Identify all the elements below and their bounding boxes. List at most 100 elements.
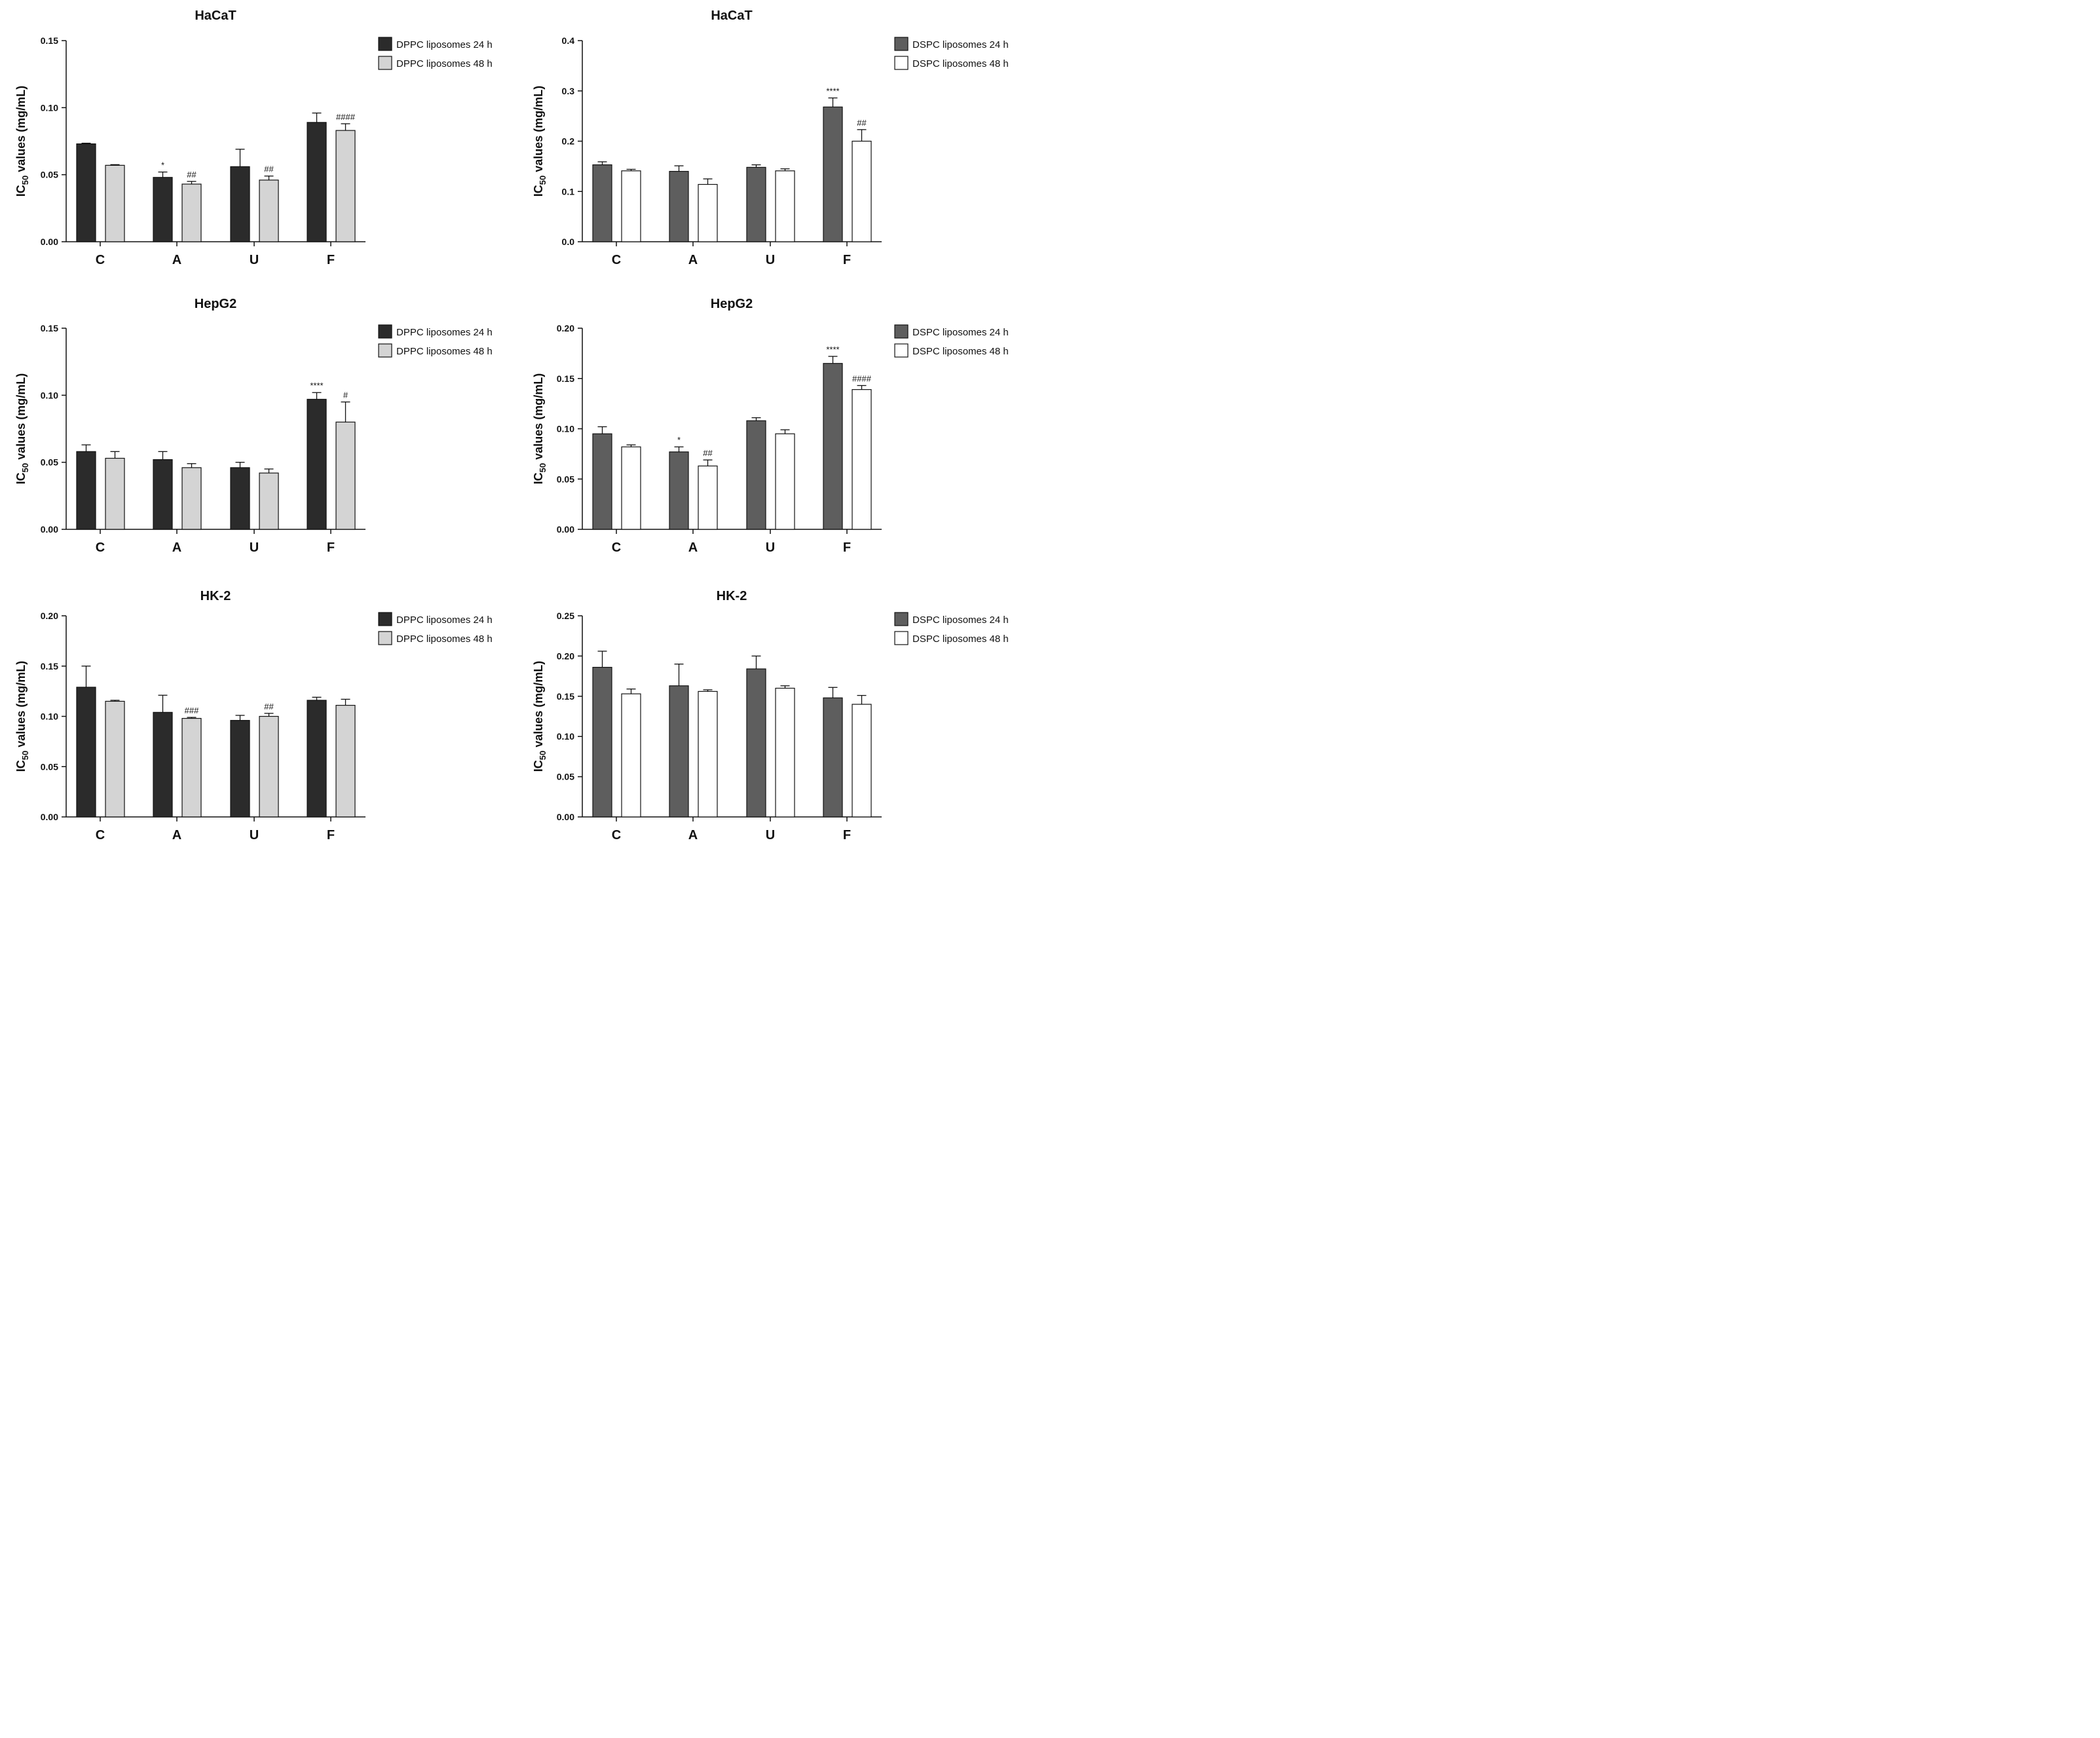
x-category-label: F [843,253,851,267]
bar-group [105,700,125,818]
bar [823,363,843,530]
bar-group [76,142,96,242]
significance-label: ## [264,702,274,711]
legend-swatch [894,324,909,339]
y-tick-label: 0.10 [557,424,574,434]
panel-title: HepG2 [711,297,753,311]
bar-group [592,651,612,818]
bar [181,467,202,530]
y-axis-label-subscript: 50 [538,463,548,472]
y-tick-label: 0.15 [41,323,58,333]
chart-panel-2: HaCaT IC50 values (mg/mL) 0.0 0.1 0.2 0.3 0.4 C… [532,9,1009,267]
bar-group [307,112,327,242]
y-tick-label: 0.20 [557,323,574,333]
significance-label: # [343,390,348,400]
panel-title: HepG2 [195,297,236,311]
bar [335,130,356,242]
bar-group [669,165,689,242]
y-axis-label-rest: values (mg/mL) [532,373,545,463]
y-tick-label: 0.20 [557,651,574,661]
bar [592,666,612,818]
bar-group: **** [307,381,327,530]
bar [307,398,327,530]
y-axis-label: IC50 values (mg/mL) [14,86,30,197]
legend-swatch [378,343,392,358]
legend-swatch [378,631,392,645]
x-category-label: A [688,253,698,267]
legend-label: DPPC liposomes 24 h [396,614,493,626]
bar-group [105,451,125,530]
legend-label: DSPC liposomes 24 h [912,614,1009,626]
x-category-label: A [172,828,181,842]
bar-group: * [669,435,689,530]
bar [698,690,718,818]
y-axis-label-main: IC [532,185,545,197]
significance-label: **** [826,86,839,96]
y-axis-label-rest: values (mg/mL) [532,661,545,751]
legend-label: DSPC liposomes 48 h [912,58,1009,69]
bar-group [76,666,96,818]
bar [153,177,173,242]
bar-group [230,462,250,530]
bar-group: ## [852,118,872,242]
bar [307,122,327,242]
legend-swatch [894,612,909,626]
y-tick-label: 0.00 [41,236,58,247]
bar [775,687,795,818]
bar-group [153,451,173,530]
significance-label: * [161,161,164,170]
x-category-label: F [327,253,335,267]
panel-title: HK-2 [200,589,231,603]
y-tick-label: 0.3 [562,86,575,96]
y-axis-label-rest: values (mg/mL) [14,86,28,176]
x-category-label: C [96,828,105,842]
bar-group [621,689,641,818]
bar [698,465,718,530]
legend-swatch [894,56,909,70]
y-axis-label-rest: values (mg/mL) [14,373,28,463]
x-category-label: C [612,828,621,842]
bar [852,140,872,242]
panel-title: HaCaT [195,9,236,23]
bar [105,700,125,818]
bar [592,433,612,530]
bar [335,421,356,530]
y-tick-label: 0.10 [557,731,574,742]
y-tick-label: 0.15 [41,35,58,46]
legend-label: DPPC liposomes 48 h [396,346,493,357]
bar-group [775,168,795,242]
bar [823,697,843,818]
bar-group [335,698,356,818]
bar-group [823,687,843,818]
legend-label: DSPC liposomes 48 h [912,346,1009,357]
legend-swatch [378,612,392,626]
bar [669,170,689,242]
bar-group [592,426,612,530]
bar [259,179,279,242]
legend-label: DPPC liposomes 24 h [396,39,493,50]
x-category-label: C [96,540,105,555]
chart-panel-5: HK-2 IC50 values (mg/mL) 0.00 0.05 0.10 0.15 0… [14,589,493,842]
bar-group [307,696,327,818]
bar-group [259,468,279,530]
y-tick-label: 0.10 [41,711,58,722]
y-axis-label-rest: values (mg/mL) [532,86,545,176]
chart-panel-1: HaCaT IC50 values (mg/mL) 0.00 0.05 0.10 0.15… [14,9,493,267]
bar-group: **** [823,345,843,530]
significance-label: #### [852,373,872,383]
bar [621,170,641,242]
legend-swatch [894,37,909,51]
bar [259,715,279,818]
y-tick-label: 0.05 [557,772,574,782]
legend-label: DPPC liposomes 48 h [396,633,493,645]
y-axis-label-main: IC [14,472,28,484]
bar-group [669,664,689,818]
bar-group [775,685,795,818]
y-tick-label: 0.00 [41,524,58,535]
x-category-label: U [250,540,259,555]
x-category-label: C [612,540,621,555]
x-category-label: A [688,540,698,555]
legend-swatch [894,343,909,358]
y-axis-label: IC50 values (mg/mL) [14,661,30,772]
